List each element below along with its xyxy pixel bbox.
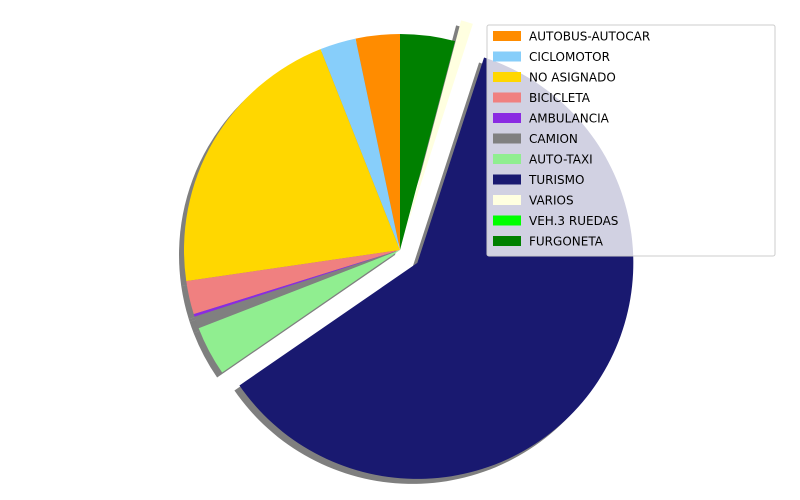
legend-swatch-varios — [493, 195, 521, 205]
legend-item-furgoneta: FURGONETA — [493, 235, 604, 249]
legend-frame — [486, 24, 776, 257]
legend-swatch-ambulancia — [493, 113, 521, 123]
legend-item-veh-3-ruedas: VEH.3 RUEDAS — [493, 214, 618, 228]
slice-ciclomotor — [320, 38, 400, 250]
legend-item-ambulancia: AMBULANCIA — [493, 112, 610, 126]
slice-ambulancia — [193, 250, 400, 317]
legend-label-varios: VARIOS — [529, 194, 574, 208]
legend-swatch-auto-taxi — [493, 154, 521, 164]
slice-varios — [406, 20, 473, 230]
slice-camion — [194, 250, 400, 329]
legend-item-camion: CAMION — [493, 132, 578, 146]
slice-bicicleta — [186, 250, 400, 315]
legend-item-ciclomotor: CICLOMOTOR — [493, 50, 610, 64]
legend-label-ambulancia: AMBULANCIA — [529, 112, 610, 126]
slice-no-asignado — [183, 49, 400, 282]
slice-auto-taxi — [198, 250, 400, 373]
legend-swatch-turismo — [493, 174, 521, 185]
legend-label-veh-3-ruedas: VEH.3 RUEDAS — [529, 214, 618, 228]
legend-item-turismo: TURISMO — [493, 173, 584, 187]
legend-swatch-furgoneta — [493, 236, 521, 246]
legend: AUTOBUS-AUTOCAR CICLOMOTOR NO ASIGNADO BICI… — [486, 24, 776, 257]
legend-label-autobus-autocar: AUTOBUS-AUTOCAR — [529, 30, 650, 44]
legend-swatch-camion — [493, 133, 521, 144]
legend-label-camion: CAMION — [529, 132, 578, 146]
legend-item-no-asignado: NO ASIGNADO — [493, 71, 616, 85]
legend-swatch-no-asignado — [493, 72, 521, 82]
legend-swatch-bicicleta — [493, 92, 521, 103]
legend-swatch-ciclomotor — [493, 51, 521, 62]
legend-label-furgoneta: FURGONETA — [529, 235, 604, 249]
legend-label-auto-taxi: AUTO-TAXI — [529, 153, 593, 167]
legend-label-turismo: TURISMO — [528, 173, 584, 187]
legend-label-ciclomotor: CICLOMOTOR — [529, 50, 610, 64]
legend-label-bicicleta: BICICLETA — [529, 91, 591, 105]
slice-autobus-autocar — [355, 34, 400, 250]
legend-item-bicicleta: BICICLETA — [493, 91, 591, 105]
legend-item-auto-taxi: AUTO-TAXI — [493, 153, 593, 167]
legend-label-no-asignado: NO ASIGNADO — [529, 71, 616, 85]
legend-item-varios: VARIOS — [493, 194, 574, 208]
legend-item-autobus-autocar: AUTOBUS-AUTOCAR — [493, 30, 650, 44]
slice-furgoneta — [400, 34, 456, 250]
legend-swatch-veh-3-ruedas — [493, 215, 521, 226]
legend-swatch-autobus-autocar — [493, 31, 521, 41]
